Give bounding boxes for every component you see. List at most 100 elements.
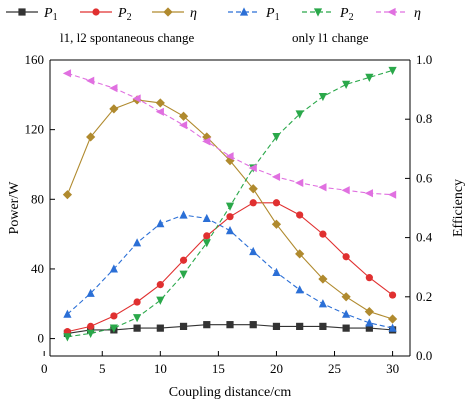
right-y-tick-label: 0.0	[416, 348, 432, 363]
x-axis-title: Coupling distance/cm	[169, 385, 292, 400]
data-point	[86, 288, 95, 297]
data-point	[364, 307, 374, 317]
data-point	[271, 172, 281, 182]
data-point	[249, 321, 257, 329]
legend-label: η	[414, 6, 421, 21]
data-point	[272, 133, 281, 142]
x-tick-label: 5	[99, 361, 106, 376]
data-point	[86, 76, 95, 85]
legend-notes: l1, l2 spontaneous change only l1 change	[60, 30, 369, 45]
left-y-tick-label: 40	[31, 261, 44, 276]
data-point	[342, 324, 350, 332]
data-point	[156, 281, 164, 289]
data-point	[202, 239, 211, 248]
series-2	[63, 199, 397, 336]
data-point	[387, 190, 397, 199]
legend: P1 P2 η P1 P2 η	[6, 6, 421, 23]
data-point	[133, 324, 141, 332]
data-point	[62, 69, 72, 78]
data-point	[388, 323, 397, 332]
legend-item-6: η	[376, 6, 421, 21]
data-point	[109, 104, 119, 114]
legend-note-group-2: only l1 change	[292, 30, 369, 45]
data-point	[364, 189, 373, 198]
right-y-tick-label: 0.6	[416, 170, 433, 185]
legend-label: P2	[117, 6, 132, 23]
data-point	[109, 324, 118, 333]
data-point	[295, 178, 304, 187]
data-point	[179, 322, 188, 330]
data-point	[318, 92, 328, 102]
data-point	[365, 274, 373, 282]
data-point	[318, 183, 327, 192]
legend-item-3: η	[152, 6, 197, 21]
data-point	[388, 66, 397, 76]
legend-label: η	[190, 6, 197, 21]
data-point	[133, 298, 141, 306]
legend-label-subscript: 1	[53, 12, 58, 23]
data-point	[179, 256, 188, 264]
data-point	[179, 270, 188, 279]
data-point	[226, 321, 234, 329]
plot-frame	[49, 59, 411, 357]
data-point	[155, 107, 164, 116]
data-point	[63, 333, 72, 342]
data-point	[156, 219, 165, 228]
legend-item-1: P1	[6, 6, 58, 23]
data-point	[342, 309, 351, 318]
legend-swatch-marker	[313, 8, 323, 17]
data-point	[341, 292, 351, 302]
data-point	[248, 163, 257, 173]
x-tick-label: 20	[270, 361, 283, 376]
series-4	[63, 210, 397, 332]
data-point	[388, 291, 397, 299]
data-point	[365, 73, 374, 83]
x-tick-label: 25	[328, 361, 341, 376]
legend-label: P1	[43, 6, 58, 23]
data-point	[203, 232, 211, 240]
legend-note-group-1: l1, l2 spontaneous change	[60, 30, 195, 45]
data-point	[225, 226, 235, 235]
data-point	[365, 324, 373, 332]
data-point	[132, 94, 141, 103]
legend-swatch-marker	[18, 8, 26, 16]
series-layer	[62, 66, 398, 342]
legend-item-4: P1	[228, 6, 280, 23]
data-point	[318, 274, 328, 284]
data-point	[249, 199, 257, 207]
right-y-tick-label: 0.2	[416, 289, 432, 304]
data-point	[365, 318, 374, 327]
series-6	[62, 69, 397, 199]
data-point	[202, 137, 211, 146]
data-point	[156, 296, 165, 305]
series-5	[63, 66, 397, 342]
x-ticks: 0 5 10 15 20 25 30	[41, 351, 399, 376]
data-point	[202, 213, 211, 223]
data-point	[225, 202, 235, 211]
legend-item-5: P2	[302, 6, 354, 23]
data-point	[225, 152, 234, 161]
left-y-tick-label: 80	[31, 191, 44, 206]
data-point	[226, 213, 234, 221]
data-point	[295, 285, 304, 294]
data-point	[109, 264, 118, 273]
data-point	[132, 314, 142, 323]
data-point	[296, 322, 304, 330]
data-point	[342, 80, 351, 89]
data-point	[272, 322, 281, 330]
data-point	[86, 132, 96, 142]
data-point	[62, 190, 73, 200]
right-y-tick-label: 0.8	[416, 111, 432, 126]
data-point	[319, 230, 327, 238]
data-point	[178, 111, 189, 121]
right-y-ticks: 0.0 0.2 0.4 0.6 0.8 1.0	[405, 52, 433, 363]
data-point	[296, 211, 304, 219]
left-y-ticks: 0 40 80 120 160	[25, 52, 55, 346]
x-tick-label: 30	[386, 361, 399, 376]
data-point	[87, 322, 95, 330]
data-point	[179, 210, 188, 219]
data-point	[295, 249, 305, 259]
data-point	[272, 199, 281, 207]
data-point	[387, 314, 398, 324]
